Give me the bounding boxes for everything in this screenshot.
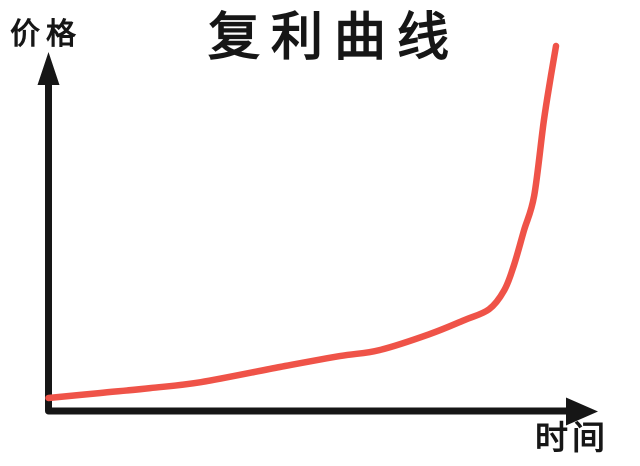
x-axis-arrowhead-icon xyxy=(566,397,598,426)
chart-title: 复利曲线 xyxy=(207,8,461,68)
y-axis-arrowhead-icon xyxy=(37,52,60,85)
y-axis-label: 价格 xyxy=(10,17,82,52)
compound-curve xyxy=(45,42,560,402)
x-axis-label: 时间 xyxy=(535,418,609,457)
axes-lines xyxy=(45,74,572,415)
